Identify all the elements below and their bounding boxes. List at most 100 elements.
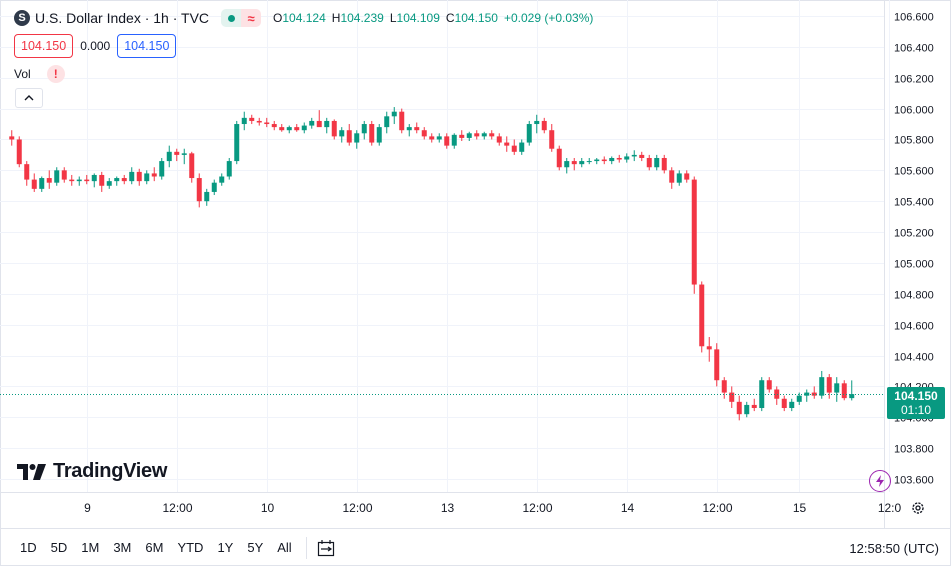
candle [504,136,510,152]
range-1y-button[interactable]: 1Y [217,540,234,555]
candle-body [481,133,487,137]
candle-body [421,130,427,137]
candle [459,130,465,142]
candle-body [601,159,607,162]
candle [256,117,262,126]
candle [91,173,97,188]
spread-value: 0.000 [80,39,111,53]
candle [204,188,210,206]
buy-price-button[interactable]: 104.150 [117,34,177,58]
candle [226,157,232,180]
candle [556,145,562,171]
candle-body [301,125,307,131]
candle-body [549,130,555,149]
time-axis[interactable]: 9 12:00 10 12:00 13 12:00 14 12:00 15 12:0 [84,501,901,515]
candle [451,133,457,149]
candle [76,176,82,186]
candle-body [729,392,735,402]
time-tick-label: 10 [261,501,275,515]
candle [84,174,90,185]
price-tick-label: 105.400 [894,197,934,209]
candle-body [766,380,772,390]
candle [849,380,855,401]
warning-icon[interactable]: ! [46,65,65,83]
market-status-pill[interactable]: ≈ [221,9,262,27]
candle-body [256,120,262,123]
candle [61,167,67,183]
candle-body [849,394,855,399]
range-all-button[interactable]: All [277,540,292,555]
candle [294,124,300,132]
candle-body [106,181,112,186]
ohlc-values: O104.124 H104.239 L104.109 C104.150 +0.0… [273,11,593,25]
price-tick-label: 105.000 [894,259,934,271]
candle [31,173,37,192]
candle-body [556,148,562,168]
candle-body [331,120,337,137]
candle [631,150,637,162]
price-tick-label: 106.400 [894,43,934,55]
candle [219,173,225,186]
candle-body [136,171,142,182]
candle-body [496,136,502,143]
market-open-icon[interactable] [221,9,242,27]
candle-body [811,392,817,396]
price-tick-label: 105.800 [894,135,934,147]
range-1d-button[interactable]: 1D [20,540,37,555]
candle [384,111,390,134]
candle-body [744,404,750,415]
range-5y-button[interactable]: 5Y [247,540,264,555]
candle-body [339,130,345,137]
candle [346,124,352,146]
delayed-data-icon[interactable]: ≈ [241,9,262,27]
bid-ask-row: 104.150 0.000 104.150 [14,34,177,58]
range-1m-button[interactable]: 1M [81,540,100,555]
candle [264,117,270,128]
candle [751,398,757,412]
volume-label[interactable]: Vol [14,67,31,81]
range-5d-button[interactable]: 5D [50,540,68,555]
time-tick-label: 9 [84,501,91,515]
candle [196,173,202,208]
candle [759,377,765,412]
ohlc-open: O104.124 [273,11,326,25]
candle [571,157,577,171]
price-axis[interactable]: 106.600 106.400 106.200 106.000 105.800 105.6… [894,12,934,487]
range-3m-button[interactable]: 3M [113,540,132,555]
candle-body [54,170,60,183]
candle-body [639,154,645,158]
time-tick-label: 14 [621,501,635,515]
candle-body [159,161,165,177]
candle-body [781,398,787,409]
candle [331,119,337,140]
candle [181,148,187,165]
symbol-legend: S U.S. Dollar Index · 1h · TVC ≈ O104.12… [14,8,593,28]
candle [481,131,487,140]
range-6m-button[interactable]: 6M [145,540,164,555]
lightning-icon[interactable] [869,470,891,492]
candle [436,133,442,143]
candle-body [316,120,322,128]
utc-clock[interactable]: 12:58:50 (UTC) [849,540,939,556]
symbol-title[interactable]: U.S. Dollar Index · 1h · TVC [35,10,210,26]
candle-body [346,130,352,143]
symbol-logo[interactable]: S [14,10,30,26]
candle [811,386,817,399]
price-chart[interactable]: 106.600 106.400 106.200 106.000 105.800 105.6… [0,0,951,528]
candle [9,130,15,146]
collapse-legend-button[interactable] [15,88,43,108]
range-ytd-button[interactable]: YTD [177,540,204,555]
tradingview-wordmark: TradingView [53,460,168,482]
candle [474,130,480,140]
candle-body [61,170,67,180]
candles [9,107,855,421]
candle [601,156,607,165]
ohlc-low: L104.109 [389,11,440,25]
candle-body [196,178,202,202]
candle [429,133,435,143]
candle-body [121,178,127,182]
tradingview-logo[interactable]: TradingView [17,460,167,483]
gear-icon[interactable] [910,500,926,516]
sell-price-button[interactable]: 104.150 [14,34,74,58]
date-range-button[interactable] [317,539,337,557]
